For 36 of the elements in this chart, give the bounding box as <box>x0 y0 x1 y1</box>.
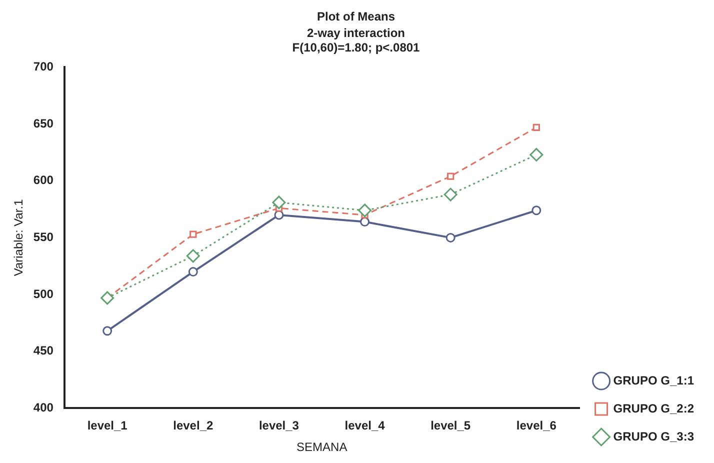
point <box>100 291 114 305</box>
legend-label: GRUPO G_3:3 <box>613 429 694 444</box>
point <box>190 230 197 238</box>
y-tick-label: 450 <box>33 344 54 358</box>
point <box>358 204 372 218</box>
point <box>274 210 284 220</box>
x-tick-label: level_3 <box>258 418 300 433</box>
x-tick-label: level_1 <box>87 418 128 433</box>
text: F(10,60)=1.80; p<.0801 <box>292 40 420 54</box>
point <box>444 188 458 202</box>
y-tick-label: 400 <box>33 400 54 415</box>
point <box>186 249 200 263</box>
point <box>188 267 198 277</box>
x-axis-title: SEMANA <box>296 440 348 454</box>
x-tick-label: level_2 <box>173 418 214 433</box>
x-tick-label: level_5 <box>430 418 471 433</box>
y-tick-label: 550 <box>33 230 54 244</box>
y-tick-label: 600 <box>33 173 54 188</box>
legend-label: GRUPO G_2:2 <box>613 401 694 416</box>
point <box>360 217 370 227</box>
point <box>447 172 454 180</box>
x-tick-label: level_6 <box>516 418 557 433</box>
x-tick-label: level_4 <box>344 418 386 433</box>
point <box>102 326 112 336</box>
point <box>532 206 542 216</box>
y-tick-label: 650 <box>33 116 54 130</box>
y-tick-label: 700 <box>33 60 54 74</box>
legend-label: GRUPO G_1:1 <box>613 373 694 388</box>
point <box>272 196 286 210</box>
y-tick-label: 500 <box>33 286 54 301</box>
point <box>446 232 456 242</box>
chart-subtitle: 2-way interaction <box>306 26 406 40</box>
point <box>530 148 544 162</box>
y-axis-title: Variable: Var.1 <box>12 198 26 276</box>
point <box>532 124 540 132</box>
chart-title: Plot of Means <box>316 10 396 24</box>
